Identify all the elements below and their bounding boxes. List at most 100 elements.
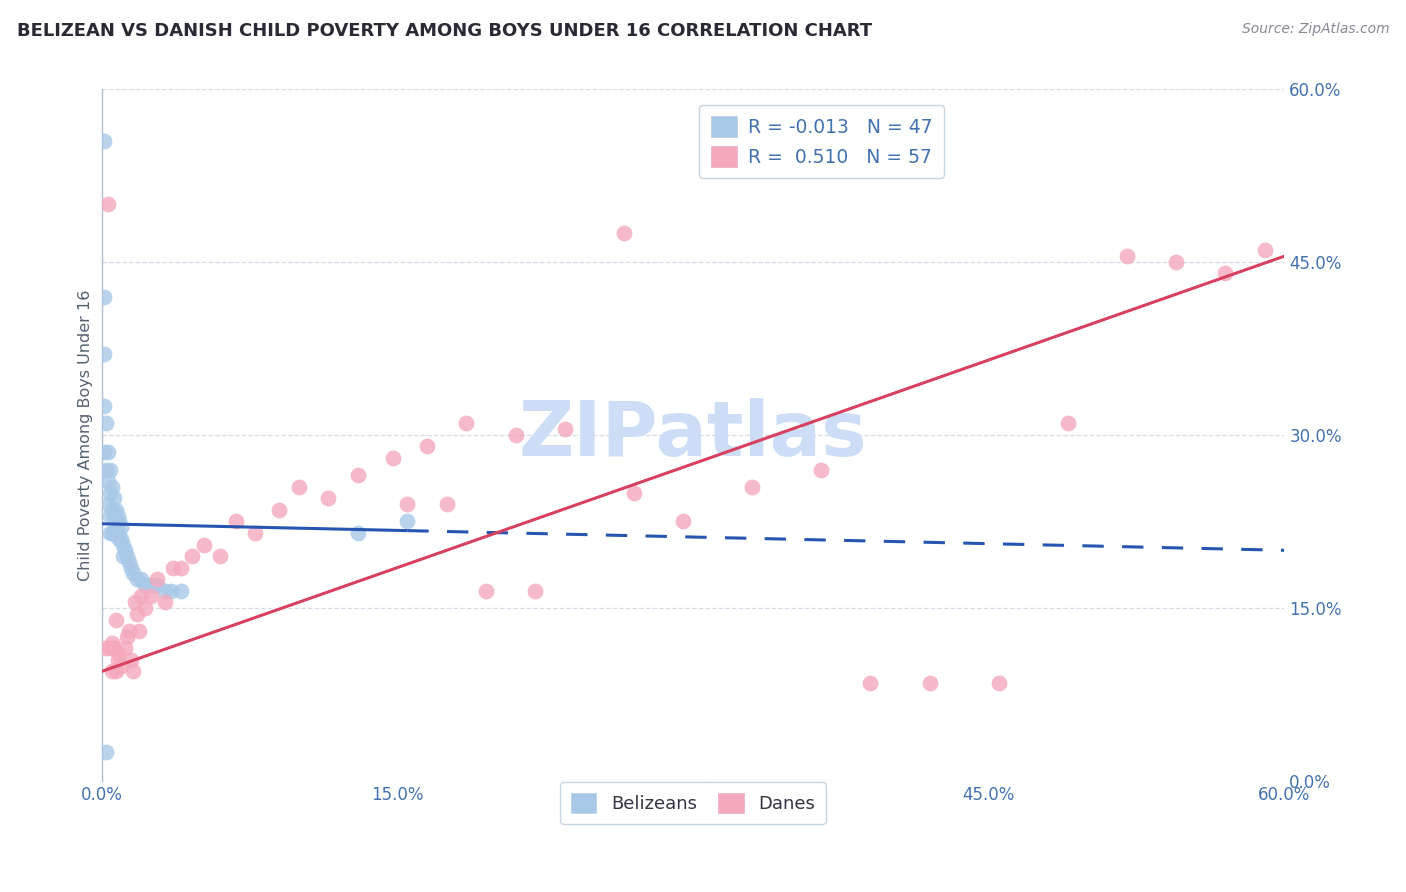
Point [134,578,156,592]
Point [108,532,131,546]
Point [94,462,117,476]
Point [103,526,125,541]
Point [918,676,941,690]
Point [347,526,370,541]
Point [98,641,121,656]
Point [1254,244,1277,258]
Point [122,665,145,679]
Point [110,532,132,546]
Point [117,549,139,563]
Point [245,526,267,541]
Point [118,555,141,569]
Point [114,543,136,558]
Point [225,515,247,529]
Point [104,515,127,529]
Point [134,601,156,615]
Point [169,560,191,574]
Point [613,226,636,240]
Point [146,572,169,586]
Point [93,347,115,361]
Point [139,590,162,604]
Text: Source: ZipAtlas.com: Source: ZipAtlas.com [1241,22,1389,37]
Point [153,583,176,598]
Point [987,676,1010,690]
Point [104,665,127,679]
Point [347,468,370,483]
Point [169,583,191,598]
Point [97,497,120,511]
Point [475,583,498,598]
Point [1213,267,1236,281]
Point [98,526,121,541]
Point [623,485,645,500]
Point [127,607,149,621]
Text: BELIZEAN VS DANISH CHILD POVERTY AMONG BOYS UNDER 16 CORRELATION CHART: BELIZEAN VS DANISH CHILD POVERTY AMONG B… [17,22,872,40]
Point [1056,417,1078,431]
Point [456,417,478,431]
Point [93,134,115,148]
Point [94,641,117,656]
Point [110,520,132,534]
Point [94,417,117,431]
Point [396,515,419,529]
Point [110,658,132,673]
Point [269,503,291,517]
Point [208,549,231,563]
Point [524,583,547,598]
Point [104,503,127,517]
Point [100,635,122,649]
Point [97,474,120,488]
Point [181,549,204,563]
Point [1115,249,1137,263]
Point [416,440,439,454]
Point [100,665,122,679]
Point [98,485,121,500]
Point [741,480,763,494]
Point [107,526,129,541]
Point [810,462,832,476]
Point [108,647,131,661]
Point [120,560,142,574]
Point [93,445,115,459]
Point [382,450,405,465]
Point [114,641,136,656]
Point [98,462,121,476]
Point [436,497,458,511]
Point [396,497,419,511]
Point [554,422,576,436]
Point [318,491,340,506]
Point [288,480,311,494]
Point [104,613,127,627]
Point [100,480,122,494]
Point [103,641,125,656]
Point [139,578,162,592]
Point [94,745,117,759]
Point [128,624,150,638]
Point [100,503,122,517]
Point [193,537,215,551]
Point [98,508,121,523]
Point [122,566,145,581]
Point [108,515,131,529]
Point [127,572,149,586]
Point [129,572,152,586]
Legend: Belizeans, Danes: Belizeans, Danes [560,782,825,824]
Point [100,526,122,541]
Point [97,197,120,211]
Point [93,399,115,413]
Point [859,676,882,690]
Point [162,560,184,574]
Point [146,578,169,592]
Point [107,508,129,523]
Point [93,289,115,303]
Point [112,549,135,563]
Point [129,590,152,604]
Point [672,515,695,529]
Point [97,445,120,459]
Point [104,526,127,541]
Point [112,537,135,551]
Point [120,653,142,667]
Point [1164,255,1187,269]
Point [153,595,176,609]
Point [159,583,181,598]
